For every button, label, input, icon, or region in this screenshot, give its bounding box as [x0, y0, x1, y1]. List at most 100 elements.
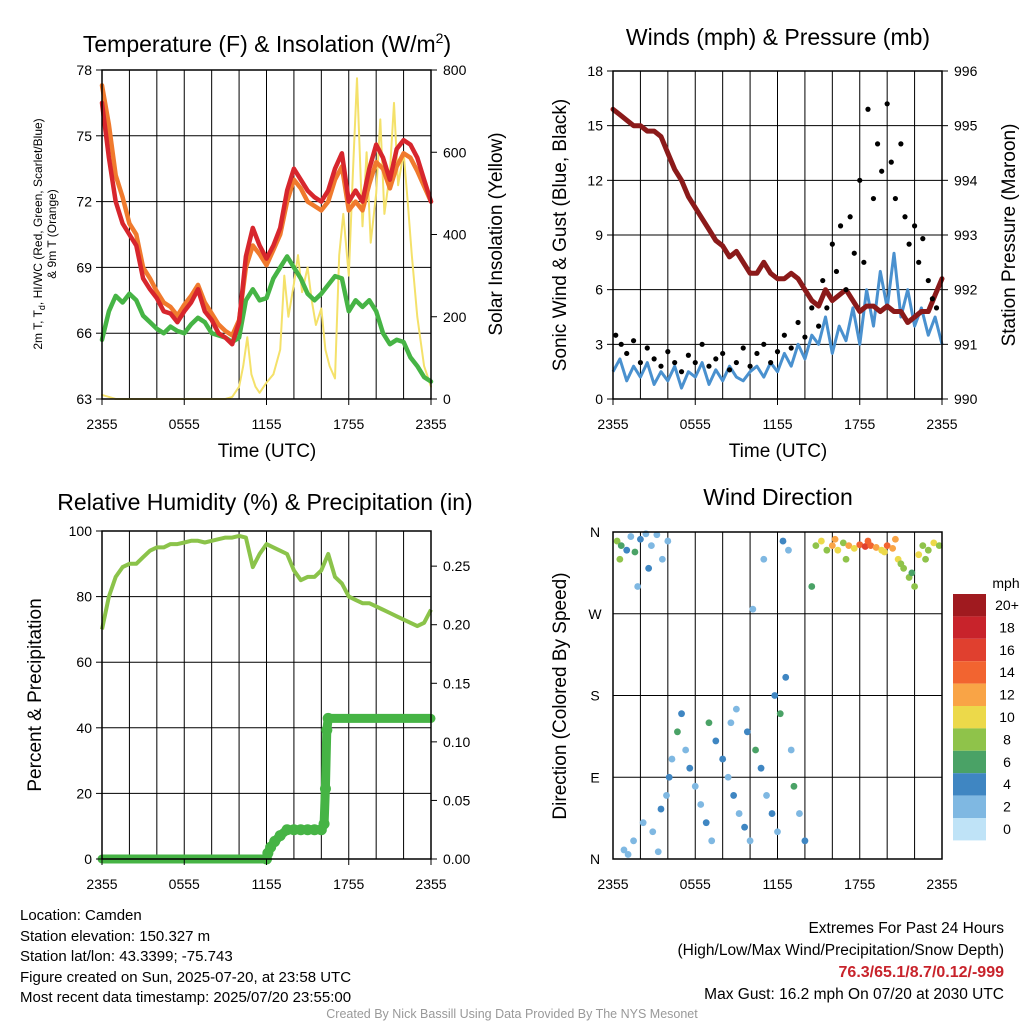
direction-tick-label: E — [590, 769, 599, 785]
colorbar-label: 18 — [999, 619, 1015, 635]
station-latlon: Station lat/lon: 43.3399; -75.743 — [20, 948, 233, 965]
direction-point — [627, 533, 635, 540]
gust-point — [857, 177, 863, 183]
precip-point — [322, 712, 334, 724]
colorbar-title: mph — [992, 575, 1019, 591]
gust-point — [747, 363, 753, 369]
x-tick-label: 0555 — [680, 416, 711, 432]
extremes-box: Extremes For Past 24 Hours (High/Low/Max… — [678, 918, 1005, 1006]
direction-point — [891, 535, 899, 543]
gust-point — [865, 106, 871, 112]
temperature-title: Temperature (F) & Insolation (W/m2) — [83, 30, 451, 57]
gust-point — [820, 277, 826, 284]
direction-point — [691, 782, 699, 790]
x-tick-label: 1755 — [844, 876, 875, 892]
direction-point — [674, 728, 681, 736]
gust-point — [933, 305, 940, 311]
y2-tick-label: 996 — [954, 63, 978, 79]
direction-point — [785, 546, 792, 554]
winds-xlabel: Time (UTC) — [729, 441, 828, 462]
gust-point — [768, 359, 774, 366]
colorbar-swatch — [953, 795, 986, 818]
y2-tick-label: 0.20 — [443, 617, 470, 633]
y2-tick-label: 991 — [954, 336, 978, 352]
direction-point — [613, 537, 621, 545]
gust-point — [761, 341, 767, 347]
gust-point — [713, 356, 719, 362]
direction-point — [897, 560, 905, 568]
y-tick-label: 40 — [76, 720, 92, 736]
gust-point — [678, 369, 685, 375]
gust-point — [911, 223, 918, 229]
gust-point — [795, 319, 801, 326]
direction-point — [828, 542, 836, 550]
colorbar-label: 10 — [999, 709, 1015, 725]
figure-created: Figure created on Sun, 2025-07-20, at 23… — [20, 968, 352, 986]
colorbar-label: 4 — [1003, 776, 1011, 792]
direction-title: Wind Direction — [703, 484, 853, 510]
x-tick-label: 2355 — [926, 876, 957, 892]
y2-tick-label: 0.00 — [443, 851, 470, 867]
max-gust: Max Gust: 16.2 mph On 07/20 at 2030 UTC — [704, 986, 1004, 1003]
gust-point — [816, 323, 822, 329]
x-tick-label: 2355 — [415, 876, 446, 892]
direction-point — [623, 546, 631, 554]
direction-point — [686, 764, 694, 772]
direction-point — [864, 537, 872, 545]
y2-tick-label: 0.10 — [443, 734, 470, 750]
colorbar-label: 2 — [1003, 799, 1011, 815]
credit-line: Created By Nick Bassill Using Data Provi… — [326, 1007, 698, 1021]
direction-point — [922, 555, 929, 563]
y2-tick-label: 0.25 — [443, 558, 470, 574]
y2-tick-label: 992 — [954, 282, 978, 298]
direction-point — [678, 710, 685, 718]
colorbar-label: 8 — [1003, 731, 1011, 747]
direction-point — [790, 782, 798, 790]
y-tick-label: 15 — [587, 118, 603, 134]
direction-point — [919, 542, 927, 550]
direction-point — [752, 746, 759, 754]
direction-point — [776, 710, 784, 718]
direction-point — [911, 583, 918, 590]
extremes-subtitle: (High/Low/Max Wind/Precipitation/Snow De… — [677, 942, 1005, 959]
gust-point — [665, 349, 671, 355]
gust-point — [824, 305, 830, 311]
gust-point — [630, 338, 637, 344]
direction-point — [617, 542, 625, 550]
y-tick-label: 69 — [76, 259, 92, 275]
colorbar-label: 16 — [999, 642, 1015, 658]
y-tick-label: 75 — [76, 128, 92, 144]
direction-point — [779, 537, 787, 545]
x-tick-label: 2355 — [597, 876, 628, 892]
direction-point — [727, 719, 735, 727]
y2-tick-label: 993 — [954, 227, 978, 243]
gust-point — [658, 363, 664, 369]
direction-point — [842, 555, 850, 563]
y2-tick-label: 0.15 — [443, 675, 470, 691]
x-tick-label: 1155 — [762, 876, 792, 892]
x-tick-label: 2355 — [926, 416, 957, 432]
gust-point — [733, 359, 739, 366]
colorbar-label: 12 — [999, 687, 1015, 703]
direction-point — [712, 737, 720, 745]
x-tick-label: 2355 — [86, 876, 117, 892]
winds-ylabel-right: Station Pressure (Maroon) — [999, 124, 1020, 347]
direction-point — [889, 544, 897, 552]
colorbar-swatch — [953, 728, 986, 751]
station-elevation: Station elevation: 150.327 m — [20, 927, 211, 945]
y-tick-label: 12 — [587, 172, 603, 188]
gust-point — [829, 241, 835, 247]
x-tick-label: 2355 — [415, 416, 446, 432]
direction-point — [749, 605, 757, 613]
x-tick-label: 2355 — [597, 416, 628, 432]
gust-point — [874, 141, 881, 147]
precip-point — [318, 818, 330, 830]
y-tick-label: 78 — [76, 62, 92, 78]
direction-point — [746, 837, 754, 845]
direction-point — [649, 828, 657, 836]
direction-point — [668, 755, 676, 763]
direction-point — [856, 541, 864, 549]
y-tick-label: 60 — [76, 654, 92, 670]
x-tick-label: 1155 — [762, 416, 792, 432]
extremes-title: Extremes For Past 24 Hours — [808, 920, 1004, 937]
